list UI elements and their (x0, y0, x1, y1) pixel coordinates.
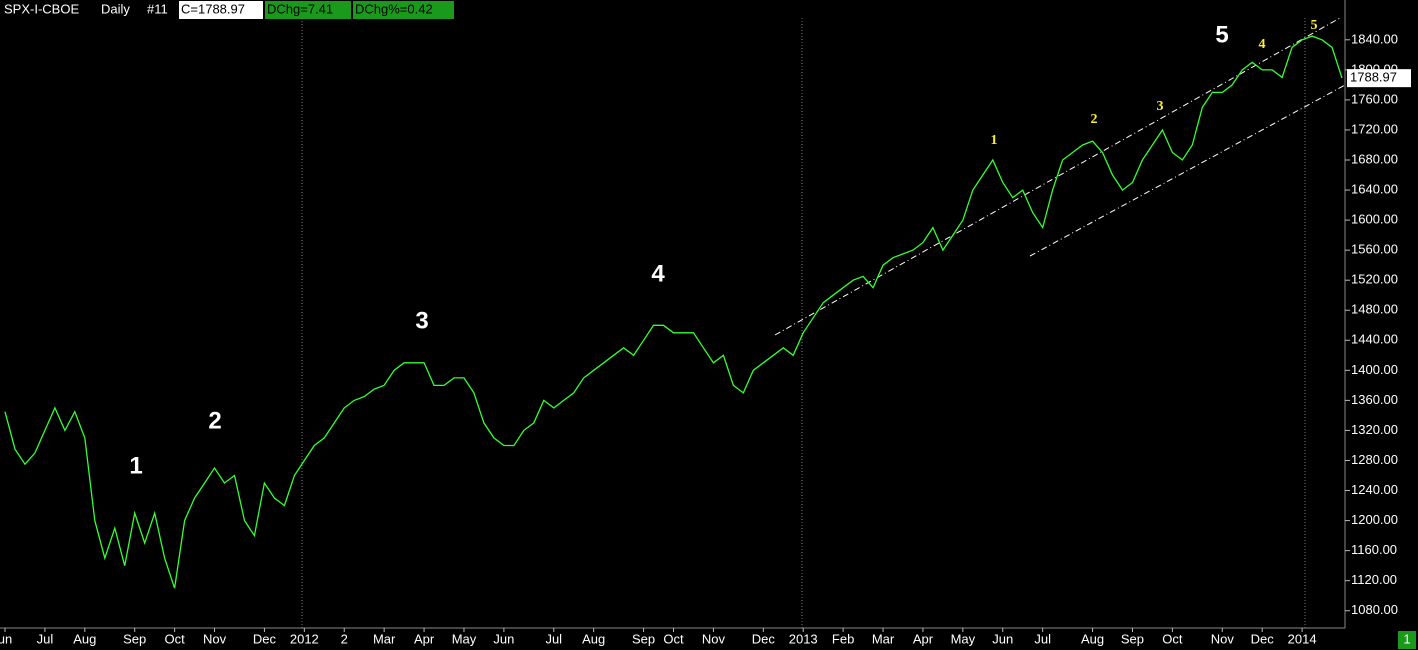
x-tick-label: Dec (752, 631, 776, 646)
change-pct: DChg%=0.42 (355, 1, 433, 16)
x-tick-label: 2013 (789, 631, 818, 646)
wave-label: 2 (208, 407, 221, 434)
y-tick-label: 1440.00 (1351, 332, 1398, 347)
x-tick-label: un (0, 631, 12, 646)
window-id: #11 (147, 1, 168, 16)
x-tick-label: Aug (1081, 631, 1104, 646)
close-box (179, 1, 263, 19)
x-tick-label: Jun (493, 631, 514, 646)
x-tick-label: Feb (832, 631, 854, 646)
y-tick-label: 1760.00 (1351, 91, 1398, 106)
x-tick-label: Mar (373, 631, 396, 646)
x-tick-label: 2 (341, 631, 348, 646)
wave-label: 5 (1215, 21, 1228, 48)
x-tick-label: Oct (1162, 631, 1183, 646)
x-tick-label: Nov (702, 631, 726, 646)
change-pct-box (353, 1, 454, 19)
y-tick-label: 1280.00 (1351, 452, 1398, 467)
x-tick-label: Oct (663, 631, 684, 646)
y-tick-label: 1560.00 (1351, 242, 1398, 257)
x-tick-label: Aug (73, 631, 96, 646)
x-tick-label: Oct (165, 631, 186, 646)
wave-label-minor: 5 (1311, 18, 1318, 33)
y-tick-label: 1400.00 (1351, 362, 1398, 377)
x-tick-label: Jul (1034, 631, 1051, 646)
y-tick-label: 1320.00 (1351, 422, 1398, 437)
panel-number: 1 (1403, 631, 1410, 646)
y-tick-label: 1600.00 (1351, 212, 1398, 227)
y-tick-label: 1360.00 (1351, 392, 1398, 407)
symbol: SPX-I-CBOE (4, 1, 79, 16)
x-tick-label: Apr (913, 631, 934, 646)
y-tick-label: 1480.00 (1351, 302, 1398, 317)
x-tick-label: Nov (203, 631, 227, 646)
x-tick-label: Sep (1121, 631, 1144, 646)
wave-label: 3 (415, 307, 428, 334)
x-tick-label: Jul (545, 631, 562, 646)
wave-label-minor: 3 (1157, 99, 1164, 114)
x-tick-label: Sep (632, 631, 655, 646)
y-tick-label: 1240.00 (1351, 482, 1398, 497)
x-tick-label: Sep (123, 631, 146, 646)
panel-box (1398, 631, 1416, 649)
x-tick-label: May (452, 631, 477, 646)
y-tick-label: 1200.00 (1351, 512, 1398, 527)
wave-label: 4 (651, 260, 665, 287)
x-tick-label: Dec (253, 631, 277, 646)
change-box (265, 1, 351, 19)
x-tick-label: Apr (414, 631, 435, 646)
wave-label-minor: 4 (1259, 37, 1266, 52)
y-tick-label: 1640.00 (1351, 181, 1398, 196)
axis: 1080.00 1120.00 1160.00 1200.00 1240.00 1280.… (0, 31, 1411, 646)
wave-label-minor: 1 (991, 133, 998, 148)
y-tick-label: 1160.00 (1351, 542, 1397, 557)
y-tick-label: 1680.00 (1351, 151, 1398, 166)
x-tick-label: Jul (37, 631, 54, 646)
wave-label: 1 (129, 452, 142, 479)
y-tick-label: 1720.00 (1351, 121, 1398, 136)
y-tick-label: 1120.00 (1351, 572, 1397, 587)
x-tick-label: Nov (1211, 631, 1235, 646)
y-tick-label: 1520.00 (1351, 272, 1398, 287)
x-tick-label: Dec (1251, 631, 1275, 646)
trend-line (774, 17, 1341, 336)
last-price-box (1347, 69, 1411, 88)
price-line (4, 35, 1343, 589)
x-tick-label: 2012 (290, 631, 319, 646)
close: C=1788.97 (181, 1, 245, 16)
period: Daily (101, 1, 130, 16)
y-tick-label: 1840.00 (1351, 31, 1398, 46)
last-price-label: 1788.97 (1350, 70, 1397, 85)
wave-label-minor: 2 (1091, 112, 1098, 127)
x-tick-label: 2014 (1288, 631, 1317, 646)
x-tick-label: Jun (992, 631, 1013, 646)
x-tick-label: Aug (582, 631, 605, 646)
x-tick-label: Mar (872, 631, 895, 646)
change: DChg=7.41 (267, 1, 333, 16)
y-tick-label: 1080.00 (1351, 602, 1398, 617)
marks (4, 35, 1343, 589)
x-tick-label: May (951, 631, 976, 646)
